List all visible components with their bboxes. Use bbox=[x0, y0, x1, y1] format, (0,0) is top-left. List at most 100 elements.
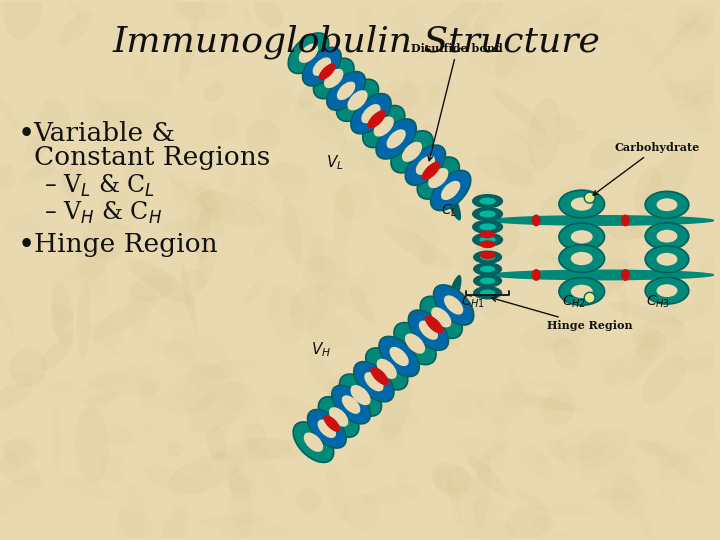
Ellipse shape bbox=[648, 15, 699, 73]
Ellipse shape bbox=[82, 392, 121, 404]
Ellipse shape bbox=[254, 0, 283, 28]
Text: Variable &: Variable & bbox=[34, 122, 176, 146]
Ellipse shape bbox=[367, 110, 386, 129]
Ellipse shape bbox=[480, 224, 496, 231]
Ellipse shape bbox=[244, 437, 306, 459]
Ellipse shape bbox=[332, 385, 370, 424]
Ellipse shape bbox=[559, 223, 605, 251]
Ellipse shape bbox=[487, 215, 716, 226]
Ellipse shape bbox=[324, 69, 343, 88]
Ellipse shape bbox=[480, 240, 495, 248]
Ellipse shape bbox=[351, 93, 391, 134]
Ellipse shape bbox=[490, 86, 547, 134]
Ellipse shape bbox=[444, 295, 463, 315]
Ellipse shape bbox=[328, 373, 369, 421]
Ellipse shape bbox=[307, 409, 346, 448]
Ellipse shape bbox=[559, 190, 605, 218]
Ellipse shape bbox=[590, 138, 625, 171]
Ellipse shape bbox=[162, 339, 197, 367]
Ellipse shape bbox=[309, 237, 349, 284]
Ellipse shape bbox=[480, 266, 495, 272]
Ellipse shape bbox=[123, 141, 138, 190]
Ellipse shape bbox=[667, 78, 712, 134]
Ellipse shape bbox=[444, 183, 461, 220]
Ellipse shape bbox=[405, 145, 446, 185]
Ellipse shape bbox=[474, 263, 501, 275]
Ellipse shape bbox=[657, 198, 678, 211]
Ellipse shape bbox=[690, 268, 720, 310]
Ellipse shape bbox=[176, 0, 206, 19]
Ellipse shape bbox=[480, 231, 495, 238]
Ellipse shape bbox=[342, 395, 360, 414]
Ellipse shape bbox=[381, 368, 413, 441]
Ellipse shape bbox=[310, 102, 369, 120]
Ellipse shape bbox=[298, 59, 344, 108]
Ellipse shape bbox=[81, 362, 148, 394]
Ellipse shape bbox=[480, 251, 495, 259]
Ellipse shape bbox=[87, 373, 161, 396]
Ellipse shape bbox=[644, 147, 694, 213]
Ellipse shape bbox=[480, 289, 495, 296]
Ellipse shape bbox=[441, 181, 460, 200]
Ellipse shape bbox=[307, 312, 354, 349]
Ellipse shape bbox=[474, 251, 501, 263]
Text: $C_L$: $C_L$ bbox=[441, 202, 457, 219]
Ellipse shape bbox=[538, 6, 602, 41]
Ellipse shape bbox=[645, 246, 689, 273]
Ellipse shape bbox=[571, 198, 593, 211]
Ellipse shape bbox=[4, 0, 43, 40]
Ellipse shape bbox=[0, 164, 16, 190]
Ellipse shape bbox=[127, 259, 194, 303]
Ellipse shape bbox=[196, 205, 211, 262]
Ellipse shape bbox=[52, 248, 119, 288]
Ellipse shape bbox=[645, 223, 689, 249]
Ellipse shape bbox=[91, 295, 157, 340]
Ellipse shape bbox=[181, 263, 197, 332]
Text: •: • bbox=[18, 232, 35, 260]
Ellipse shape bbox=[426, 0, 484, 50]
Ellipse shape bbox=[473, 233, 503, 246]
Ellipse shape bbox=[605, 221, 642, 240]
Ellipse shape bbox=[420, 339, 431, 369]
Text: $V_H$: $V_H$ bbox=[311, 340, 331, 359]
Ellipse shape bbox=[500, 201, 523, 223]
Ellipse shape bbox=[390, 347, 409, 366]
Ellipse shape bbox=[199, 190, 264, 228]
Ellipse shape bbox=[657, 253, 678, 266]
Ellipse shape bbox=[207, 426, 227, 461]
Ellipse shape bbox=[511, 487, 546, 508]
Ellipse shape bbox=[480, 211, 496, 218]
Ellipse shape bbox=[198, 179, 223, 239]
Ellipse shape bbox=[186, 396, 215, 414]
Ellipse shape bbox=[40, 333, 75, 370]
Text: $C_{H1}$: $C_{H1}$ bbox=[461, 294, 485, 310]
Ellipse shape bbox=[76, 219, 112, 281]
Ellipse shape bbox=[264, 161, 310, 183]
Ellipse shape bbox=[326, 462, 347, 522]
Ellipse shape bbox=[611, 478, 647, 519]
Ellipse shape bbox=[0, 382, 32, 413]
Ellipse shape bbox=[671, 79, 720, 104]
Ellipse shape bbox=[474, 189, 500, 263]
Ellipse shape bbox=[127, 276, 174, 301]
Ellipse shape bbox=[0, 90, 20, 130]
Text: Carbohydrate: Carbohydrate bbox=[593, 142, 700, 195]
Ellipse shape bbox=[268, 285, 305, 345]
Ellipse shape bbox=[559, 278, 605, 305]
Ellipse shape bbox=[302, 48, 341, 86]
Ellipse shape bbox=[374, 117, 394, 137]
Ellipse shape bbox=[318, 420, 336, 438]
Ellipse shape bbox=[240, 167, 264, 205]
Ellipse shape bbox=[474, 452, 491, 528]
Ellipse shape bbox=[297, 488, 322, 514]
Ellipse shape bbox=[367, 403, 422, 433]
Ellipse shape bbox=[415, 156, 435, 175]
Ellipse shape bbox=[419, 321, 438, 340]
Text: Constant Regions: Constant Regions bbox=[34, 145, 270, 170]
Ellipse shape bbox=[254, 234, 273, 257]
Ellipse shape bbox=[168, 452, 242, 495]
Text: $C_{H3}$: $C_{H3}$ bbox=[646, 294, 670, 310]
Ellipse shape bbox=[634, 166, 662, 217]
Ellipse shape bbox=[390, 123, 433, 184]
Ellipse shape bbox=[170, 0, 229, 22]
